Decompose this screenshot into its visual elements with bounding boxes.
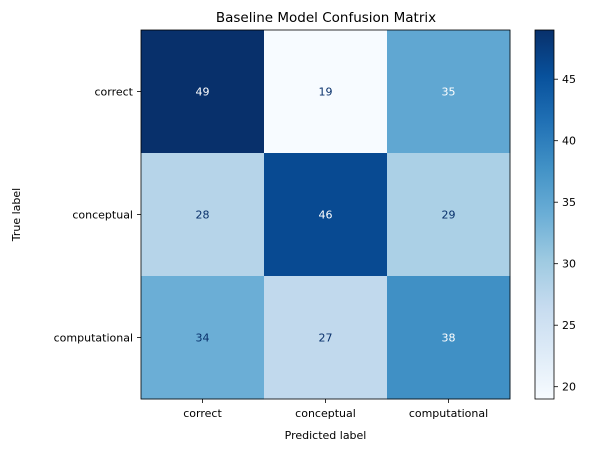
heatmap-cell	[141, 30, 265, 154]
heatmap-cell-labels: 49 19 35 28 46 29 34 27 38	[196, 86, 456, 345]
colorbar-tick-label: 20	[562, 381, 576, 394]
x-axis-label: Predicted label	[285, 429, 367, 442]
colorbar-tick-label: 25	[562, 319, 576, 332]
colorbar-ticks: 20 25 30 35 40 45	[554, 73, 576, 394]
colorbar-tick-label: 35	[562, 196, 576, 209]
cell-value-label: 46	[319, 209, 333, 222]
colorbar-tick-label: 30	[562, 258, 576, 271]
heatmap-cell	[264, 276, 388, 400]
y-axis-label: True label	[10, 188, 23, 242]
colorbar-tick-label: 45	[562, 73, 576, 86]
cell-value-label: 19	[319, 86, 333, 99]
chart-title: Baseline Model Confusion Matrix	[216, 10, 436, 26]
heatmap-cell	[141, 276, 265, 400]
cell-value-label: 28	[196, 209, 210, 222]
x-axis-ticks: correct conceptual computational	[183, 399, 488, 420]
x-tick-label: computational	[409, 407, 488, 420]
x-tick-label: conceptual	[295, 407, 356, 420]
heatmap-cell	[387, 276, 511, 400]
y-tick-label: computational	[54, 332, 133, 345]
heatmap-cell	[387, 153, 511, 277]
cell-value-label: 34	[196, 332, 210, 345]
heatmap-cell	[387, 30, 511, 154]
y-tick-label: correct	[94, 86, 133, 99]
heatmap-cell	[141, 153, 265, 277]
y-tick-label: conceptual	[72, 209, 133, 222]
cell-value-label: 29	[442, 209, 456, 222]
y-axis-ticks: correct conceptual computational	[54, 86, 141, 345]
cell-value-label: 35	[442, 86, 456, 99]
cell-value-label: 27	[319, 332, 333, 345]
colorbar-tick-label: 40	[562, 135, 576, 148]
cell-value-label: 49	[196, 86, 210, 99]
heatmap-cells	[141, 30, 511, 400]
heatmap-cell	[264, 30, 388, 154]
cell-value-label: 38	[442, 332, 456, 345]
colorbar	[534, 29, 555, 400]
x-tick-label: correct	[183, 407, 222, 420]
heatmap-cell	[264, 153, 388, 277]
